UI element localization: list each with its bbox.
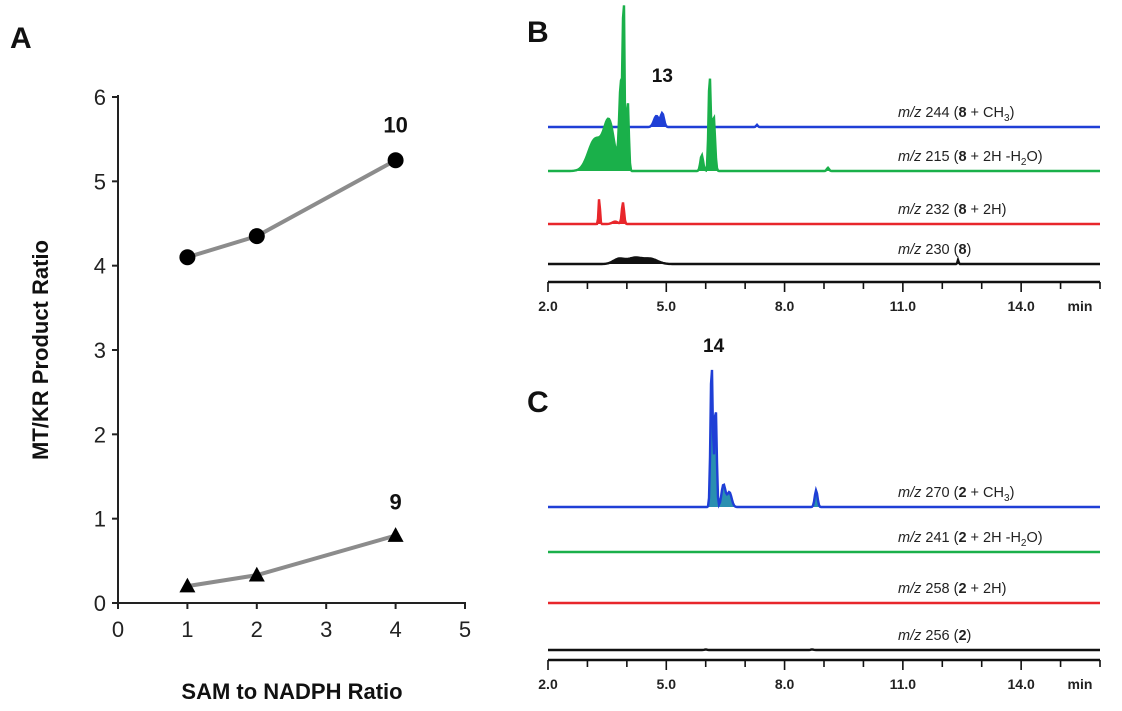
series-point-9 — [387, 527, 404, 542]
x-tick-label: 4 — [389, 617, 401, 642]
panel-letter-b: B — [527, 16, 549, 49]
time-tick-label: 8.0 — [775, 676, 795, 692]
series-label-10: 10 — [383, 112, 407, 137]
series-point-9 — [179, 577, 196, 593]
panel-b: Bm/z 244 (8 + CH3) m/z 215 (8 + 2H -H2O) m… — [527, 5, 1101, 314]
y-axis-title: MT/KR Product Ratio — [28, 240, 53, 460]
peak-label-13: 13 — [652, 66, 673, 87]
series-line-10 — [186, 158, 397, 260]
time-tick-label: 11.0 — [890, 298, 917, 314]
series-line-9 — [187, 533, 397, 589]
x-tick-label: 5 — [459, 617, 471, 642]
y-tick-label: 0 — [94, 591, 106, 616]
trace-line — [548, 369, 1100, 509]
panel-letter-a: A — [10, 22, 32, 55]
trace-label: m/z 256 (2) — [898, 628, 971, 644]
time-tick-label: 14.0 — [1008, 298, 1035, 314]
time-tick-label: 11.0 — [890, 676, 917, 692]
trace-label: m/z 241 (2 + 2H -H2O) — [898, 530, 1043, 549]
trace-label: m/z 230 (8) — [898, 242, 971, 258]
trace-line — [548, 256, 1100, 266]
trace-area — [548, 369, 1100, 507]
x-tick-label: 1 — [181, 617, 193, 642]
trace-area — [548, 199, 1100, 224]
y-tick-label: 2 — [94, 422, 106, 447]
trace-area — [548, 113, 1100, 127]
series-point-9 — [248, 566, 265, 582]
time-tick-label: 8.0 — [775, 298, 795, 314]
trace-label: m/z 270 (2 + CH3) — [898, 485, 1014, 504]
y-tick-label: 4 — [94, 254, 106, 279]
y-tick-label: 1 — [94, 507, 106, 532]
x-tick-label: 2 — [251, 617, 263, 642]
trace-line — [548, 5, 1100, 173]
trace-line — [548, 110, 1100, 129]
time-axis-unit: min — [1068, 676, 1093, 692]
trace-line — [548, 199, 1100, 226]
panel-c: Cm/z 270 (2 + CH3) m/z 241 (2 + 2H -H2O) m… — [527, 336, 1101, 692]
time-tick-label: 5.0 — [657, 676, 677, 692]
trace-line — [548, 648, 1100, 652]
x-tick-label: 3 — [320, 617, 332, 642]
panel-letter-c: C — [527, 386, 549, 419]
series-point-10 — [387, 152, 404, 169]
time-tick-label: 14.0 — [1008, 676, 1035, 692]
y-tick-label: 6 — [94, 85, 106, 110]
series-point-10 — [248, 228, 265, 245]
series-point-10 — [179, 249, 196, 266]
time-tick-label: 2.0 — [538, 676, 558, 692]
time-tick-label: 5.0 — [657, 298, 677, 314]
panel-a: A 0 1 2 3 4 5 6 0 1 2 3 4 5 SAM to NADPH Ratio MT/KR Pr… — [10, 22, 471, 704]
x-tick-label: 0 — [112, 617, 124, 642]
x-axis-title: SAM to NADPH Ratio — [181, 679, 402, 704]
trace-label: m/z 258 (2 + 2H) — [898, 581, 1006, 597]
y-tick-label: 3 — [94, 338, 106, 363]
series-label-9: 9 — [389, 490, 401, 515]
trace-label: m/z 215 (8 + 2H -H2O) — [898, 149, 1043, 168]
peak-label-14: 14 — [703, 336, 725, 357]
trace-label: m/z 244 (8 + CH3) — [898, 105, 1014, 124]
time-tick-label: 2.0 — [538, 298, 558, 314]
y-tick-label: 5 — [94, 169, 106, 194]
trace-label: m/z 232 (8 + 2H) — [898, 202, 1006, 218]
time-axis-unit: min — [1068, 298, 1093, 314]
trace-area — [548, 5, 1100, 172]
